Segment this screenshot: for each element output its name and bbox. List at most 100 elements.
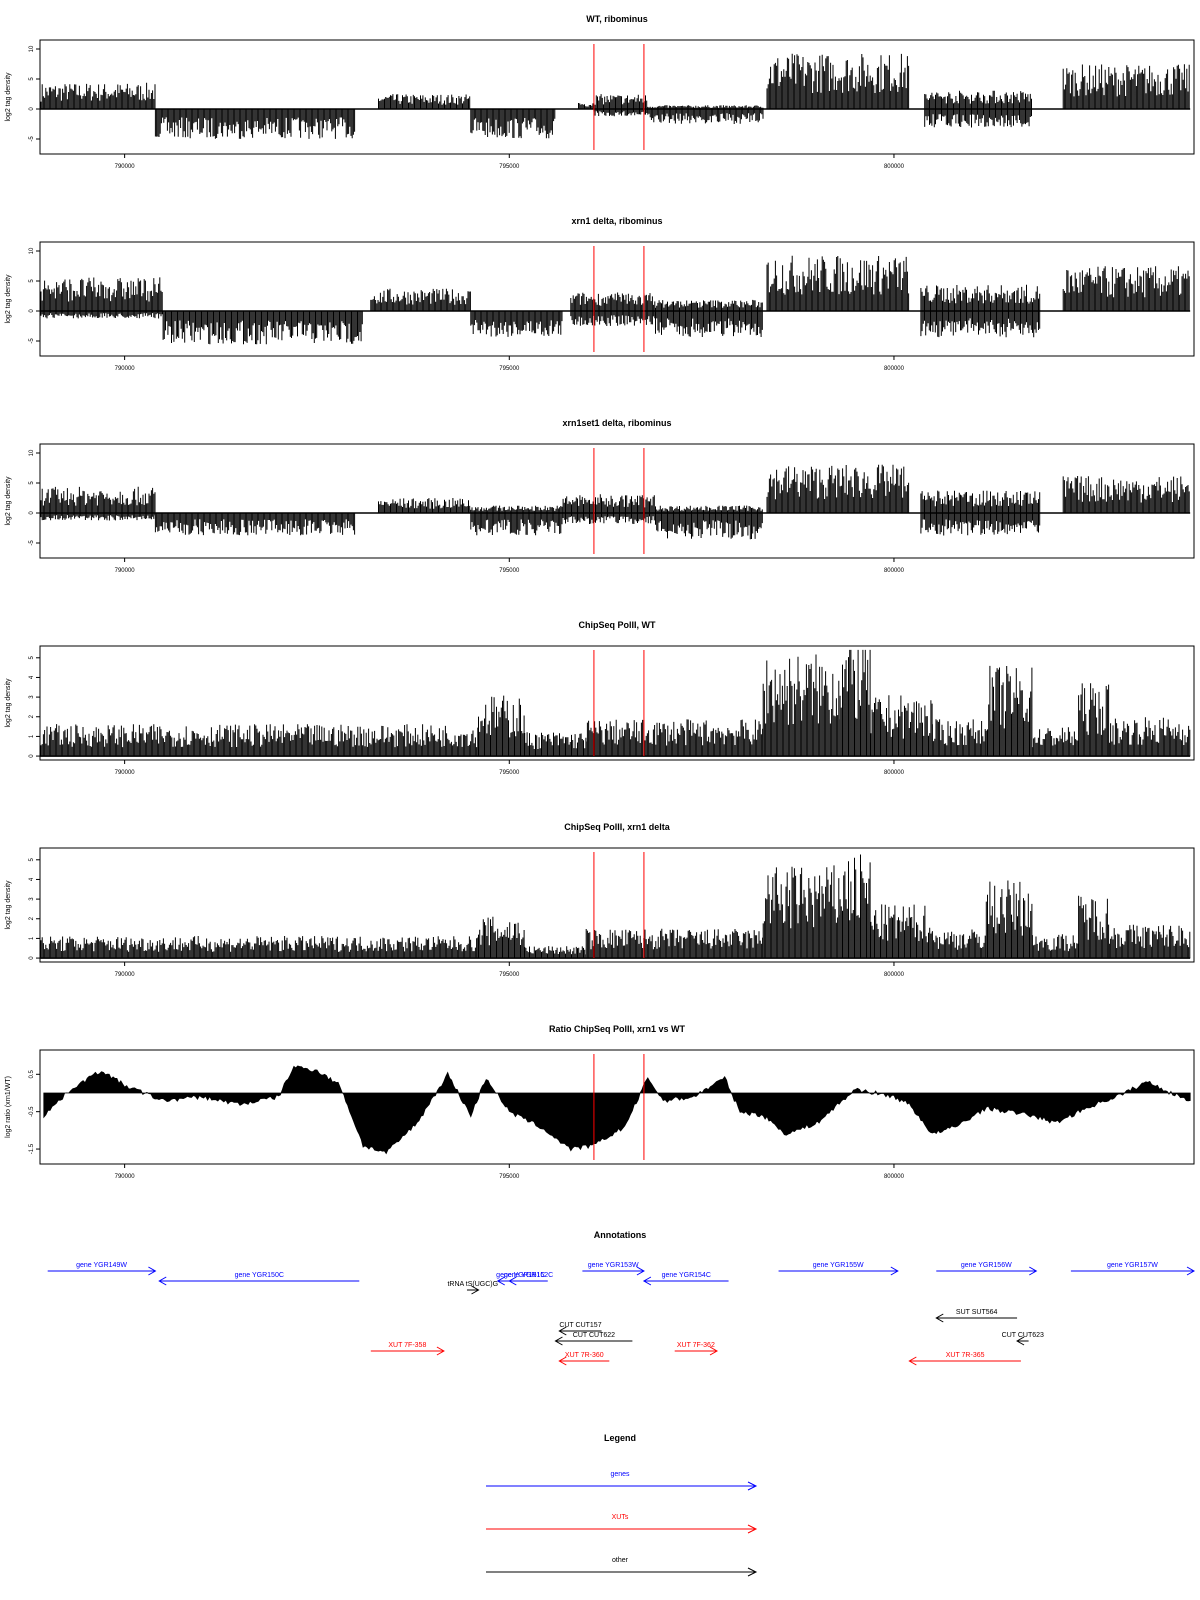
annotation-arrowhead xyxy=(436,1346,445,1356)
legend-genes-label: genes xyxy=(610,1471,630,1478)
y-tick-label: 0 xyxy=(29,511,35,515)
annotation-label: CUT CUT623 xyxy=(1002,1332,1044,1339)
annotation-label: gene YGR153W xyxy=(588,1262,639,1269)
y-tick-label: 2 xyxy=(29,714,35,718)
panel-4: ChipSeq PolII, WT log2 tag density 5 4 3 2 1 0 7… xyxy=(5,620,1195,776)
annotation-feature: SUT SUT564 xyxy=(935,1309,1018,1323)
x-tick-label: 795000 xyxy=(499,972,520,978)
annotation-label: SUT SUT564 xyxy=(956,1309,998,1316)
panel-1: WT, ribominus log2 tag density 10 5 0 -5 79000… xyxy=(5,14,1195,170)
y-tick-label: 1 xyxy=(29,936,35,940)
annotation-arrowhead xyxy=(496,1276,506,1286)
annotation-label: CUT CUT622 xyxy=(573,1332,615,1339)
x-tick-label: 800000 xyxy=(884,366,905,372)
y-tick-label: 3 xyxy=(29,897,35,901)
annotation-label: XUT 7R-365 xyxy=(946,1352,985,1359)
legend-xuts-arrowhead xyxy=(747,1524,758,1534)
annotation-feature: gene YGR152C xyxy=(504,1272,553,1286)
legend-genes-arrowhead xyxy=(747,1481,758,1491)
y-tick-label: 4 xyxy=(29,675,35,679)
y-axis-label: log2 ratio (xrn1/WT) xyxy=(5,1076,12,1138)
legend-xuts-label: XUTs xyxy=(612,1514,629,1521)
annotation-arrowhead xyxy=(890,1266,899,1276)
x-tick-label: 800000 xyxy=(884,972,905,978)
x-tick-label: 790000 xyxy=(115,1174,136,1180)
x-tick-label: 790000 xyxy=(115,164,136,170)
x-tick-label: 790000 xyxy=(115,770,136,776)
annotation-label: CUT CUT157 xyxy=(559,1322,601,1329)
annotation-arrowhead xyxy=(471,1285,480,1295)
plot-frame xyxy=(39,1049,1195,1165)
panel-2: xrn1 delta, ribominus log2 tag density 10 5… xyxy=(5,216,1195,372)
annotation-feature: XUT 7F-358 xyxy=(370,1342,445,1356)
y-axis-label: log2 tag density xyxy=(5,476,12,526)
annotation-feature: gene YGR153W xyxy=(582,1262,645,1276)
annotation-feature: gene YGR155W xyxy=(778,1262,899,1276)
signal-bars xyxy=(40,53,1190,139)
annotation-label: gene YGR155W xyxy=(813,1262,864,1269)
annotation-arrowhead xyxy=(1029,1266,1038,1276)
legend: genes XUTs other xyxy=(486,1471,758,1577)
y-tick-label: -0.5 xyxy=(29,1106,35,1117)
annotation-feature: gene YGR157W xyxy=(1070,1262,1196,1276)
x-tick-label: 800000 xyxy=(884,770,905,776)
panel-6: Ratio ChipSeq PolII, xrn1 vs WT log2 rati… xyxy=(5,1024,1195,1180)
y-tick-label: 0 xyxy=(29,956,35,960)
y-axis-label: log2 tag density xyxy=(5,72,12,122)
annotation-arrowhead xyxy=(558,1356,567,1366)
x-tick-label: 800000 xyxy=(884,164,905,170)
panel-5: ChipSeq PolII, xrn1 delta log2 tag densit… xyxy=(5,822,1195,978)
legend-other-arrowhead xyxy=(747,1567,758,1577)
y-tick-label: 2 xyxy=(29,916,35,920)
annotation-feature: tRNA tS(UGC)G xyxy=(447,1281,498,1295)
annotation-arrowhead xyxy=(1186,1266,1196,1276)
x-tick-label: 790000 xyxy=(115,568,136,574)
annotation-feature: XUT 7R-365 xyxy=(908,1352,1021,1366)
panel-3: xrn1set1 delta, ribominus log2 tag densit… xyxy=(5,418,1195,574)
y-tick-label: 10 xyxy=(29,449,35,456)
panel-title: xrn1set1 delta, ribominus xyxy=(562,418,671,428)
annotation-arrowhead xyxy=(709,1346,719,1356)
annotations-title: Annotations xyxy=(594,1230,647,1240)
annotation-arrowhead xyxy=(935,1313,944,1323)
annotation-label: gene YGR157W xyxy=(1107,1262,1158,1269)
y-tick-label: 0 xyxy=(29,754,35,758)
annotation-label: XUT 7F-358 xyxy=(388,1342,426,1349)
legend-title: Legend xyxy=(604,1433,636,1443)
y-tick-label: -5 xyxy=(29,540,35,546)
y-axis-label: log2 tag density xyxy=(5,678,12,728)
x-tick-label: 795000 xyxy=(499,568,520,574)
x-tick-label: 790000 xyxy=(115,366,136,372)
panel-title: xrn1 delta, ribominus xyxy=(571,216,662,226)
y-tick-label: 4 xyxy=(29,877,35,881)
annotation-arrowhead xyxy=(158,1276,167,1286)
y-tick-label: -5 xyxy=(29,136,35,142)
y-axis-label: log2 tag density xyxy=(5,274,12,324)
panel-title: ChipSeq PolII, xrn1 delta xyxy=(564,822,671,832)
annotation-label: gene YGR154C xyxy=(662,1272,711,1279)
x-tick-label: 795000 xyxy=(499,366,520,372)
plot-frame xyxy=(39,847,1195,963)
plot-frame xyxy=(39,241,1195,357)
annotation-feature: XUT 7F-362 xyxy=(674,1342,719,1356)
y-tick-label: 5 xyxy=(29,857,35,861)
annotation-feature: XUT 7R-360 xyxy=(558,1352,610,1366)
annotation-label: gene YGR149W xyxy=(76,1262,127,1269)
y-tick-label: -1.5 xyxy=(29,1143,35,1154)
annotation-feature: CUT CUT157 xyxy=(558,1322,602,1336)
y-tick-label: 5 xyxy=(29,279,35,283)
annotation-label: XUT 7F-362 xyxy=(677,1342,715,1349)
annotation-label: gene YGR151C xyxy=(496,1272,545,1279)
panel-title: ChipSeq PolII, WT xyxy=(579,620,656,630)
y-tick-label: 10 xyxy=(29,45,35,52)
plot-frame xyxy=(39,443,1195,559)
annotation-arrowhead xyxy=(554,1336,563,1346)
x-tick-label: 795000 xyxy=(499,164,520,170)
plot-frame xyxy=(39,39,1195,155)
annotation-label: gene YGR152C xyxy=(504,1272,553,1279)
y-tick-label: 1 xyxy=(29,734,35,738)
annotation-arrowhead xyxy=(642,1276,652,1286)
annotation-feature: gene YGR154C xyxy=(642,1272,729,1286)
y-tick-label: -5 xyxy=(29,338,35,344)
